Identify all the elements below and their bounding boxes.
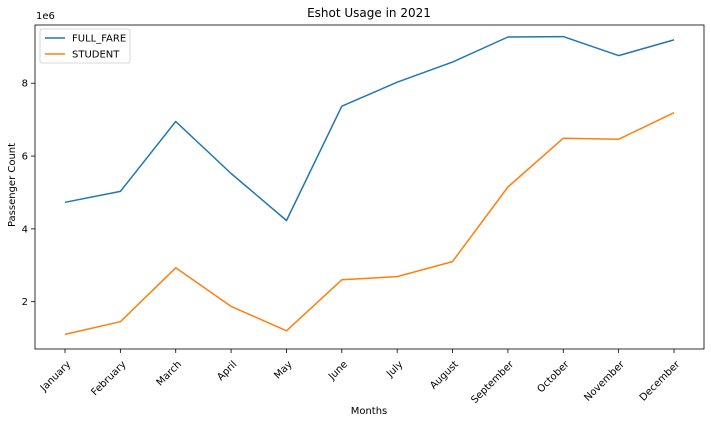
x-tick-label: September (469, 358, 516, 405)
x-tick-label: June (326, 359, 350, 383)
x-tick-label: February (89, 359, 128, 398)
y-axis: 2 4 6 8 (22, 79, 35, 308)
x-tick-label: August (428, 359, 461, 392)
y-axis-label: Passenger Count (7, 143, 18, 227)
y-tick-label: 6 (22, 152, 28, 163)
y-tick-label: 4 (22, 224, 28, 235)
x-tick-label: May (272, 359, 294, 381)
plot-area (34, 24, 705, 350)
x-tick-label: April (215, 359, 239, 383)
x-tick-label: January (38, 359, 73, 394)
legend-label: FULL_FARE (72, 34, 126, 45)
x-axis: January February March April May June July Augu… (38, 349, 683, 406)
y-tick-label: 8 (22, 79, 28, 90)
series-line-student (64, 112, 675, 336)
legend: FULL_FARE STUDENT (39, 28, 131, 64)
legend-label: STUDENT (72, 50, 120, 61)
x-tick-label: July (384, 359, 405, 380)
x-tick-label: November (582, 358, 627, 403)
x-tick-label: October (535, 359, 572, 396)
x-tick-label: December (638, 358, 683, 403)
y-scale-label: 1e6 (36, 11, 55, 22)
y-tick-label: 2 (22, 297, 28, 308)
chart-title: Eshot Usage in 2021 (307, 6, 431, 20)
plot-frame (34, 24, 705, 350)
series-lines (64, 35, 675, 336)
x-tick-label: March (155, 359, 184, 388)
series-line-full-fare (64, 35, 675, 222)
x-axis-label: Months (351, 406, 388, 417)
